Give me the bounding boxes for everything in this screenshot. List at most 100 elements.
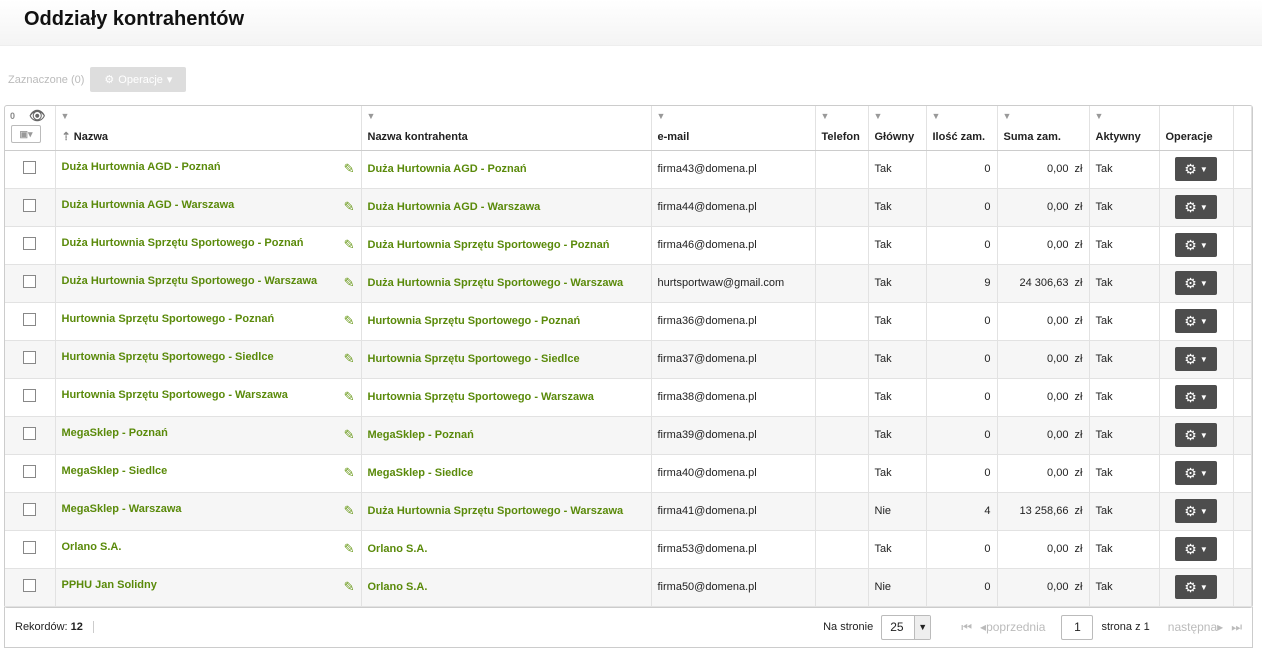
row-select-cell [5, 340, 56, 379]
edit-icon[interactable]: ✎ [343, 503, 355, 518]
row-operations-button[interactable]: ⚙ ▼ [1175, 271, 1217, 295]
row-checkbox[interactable] [23, 503, 37, 516]
column-header-contractor[interactable]: ▼ Nazwa kontrahenta [361, 106, 652, 151]
filter-icon[interactable]: ▼ [820, 111, 830, 121]
filter-icon[interactable]: ▼ [1094, 111, 1104, 121]
filter-icon[interactable]: ▼ [931, 111, 941, 121]
contractor-link[interactable]: Duża Hurtownia AGD - Poznań [367, 163, 527, 175]
edit-icon[interactable]: ✎ [343, 313, 355, 328]
branch-name-link[interactable]: Duża Hurtownia AGD - Poznań [61, 161, 221, 173]
row-checkbox[interactable] [23, 199, 37, 212]
row-checkbox[interactable] [23, 161, 37, 174]
last-page-button[interactable]: ⏭ [1231, 619, 1242, 634]
row-operations-button[interactable]: ⚙ ▼ [1175, 195, 1217, 219]
contractor-link[interactable]: Duża Hurtownia AGD - Warszawa [367, 201, 541, 213]
contractor-link[interactable]: Hurtownia Sprzętu Sportowego - Poznań [367, 315, 581, 327]
pagination: Na stronie 25 ▼ ⏮ ◂poprzednia 1 strona z … [823, 614, 1242, 640]
column-header-phone[interactable]: ▼ Telefon [815, 106, 869, 151]
contractor-link[interactable]: Hurtownia Sprzętu Sportowego - Siedlce [367, 353, 580, 365]
branch-name-link[interactable]: MegaSklep - Siedlce [61, 465, 168, 477]
bulk-operations-button[interactable]: ⚙ Operacje ▾ [90, 67, 187, 92]
row-checkbox[interactable] [23, 579, 37, 592]
row-operations-button[interactable]: ⚙ ▼ [1175, 499, 1217, 523]
branch-name-link[interactable]: Duża Hurtownia Sprzętu Sportowego - Wars… [61, 275, 318, 287]
row-operations-button[interactable]: ⚙ ▼ [1175, 157, 1217, 181]
row-checkbox[interactable] [23, 275, 37, 288]
first-page-button[interactable]: ⏮ [961, 619, 973, 634]
phone-cell [815, 530, 869, 569]
contractor-link[interactable]: MegaSklep - Poznań [367, 429, 474, 441]
filter-icon[interactable]: ▼ [873, 111, 883, 121]
branch-name-link[interactable]: PPHU Jan Solidny [61, 579, 157, 591]
branch-name-link[interactable]: Duża Hurtownia AGD - Warszawa [61, 199, 235, 211]
row-checkbox[interactable] [23, 427, 37, 440]
column-header-email[interactable]: ▼ e-mail [651, 106, 816, 151]
contractor-cell: Hurtownia Sprzętu Sportowego - Warszawa [361, 378, 652, 417]
edit-icon[interactable]: ✎ [343, 351, 355, 366]
column-header-orders[interactable]: ▼ Ilość zam. [926, 106, 998, 151]
row-operations-button[interactable]: ⚙ ▼ [1175, 575, 1217, 599]
filter-icon[interactable]: ▼ [656, 111, 666, 121]
main-cell: Tak [868, 226, 927, 265]
row-checkbox[interactable] [23, 351, 37, 364]
row-operations-button[interactable]: ⚙ ▼ [1175, 423, 1217, 447]
row-checkbox[interactable] [23, 313, 37, 326]
edit-icon[interactable]: ✎ [343, 579, 355, 594]
contractor-link[interactable]: Orlano S.A. [367, 581, 428, 593]
gear-icon: ⚙ [1184, 198, 1197, 215]
page-input[interactable]: 1 [1061, 614, 1094, 640]
row-checkbox[interactable] [23, 541, 37, 554]
branch-name-link[interactable]: MegaSklep - Warszawa [61, 503, 182, 515]
branch-name-link[interactable]: MegaSklep - Poznań [61, 427, 168, 439]
edit-icon[interactable]: ✎ [343, 541, 355, 556]
per-page-select[interactable]: 25 ▼ [881, 614, 932, 640]
contractor-link[interactable]: MegaSklep - Siedlce [367, 467, 474, 479]
row-select-cell [5, 302, 56, 341]
edit-icon[interactable]: ✎ [343, 161, 355, 176]
filter-icon[interactable]: ▼ [60, 111, 70, 121]
edit-icon[interactable]: ✎ [343, 389, 355, 404]
orders-cell: 4 [926, 492, 998, 531]
email-cell: firma36@domena.pl [651, 302, 816, 341]
grid-footer: Rekordów: 12 Na stronie 25 ▼ ⏮ ◂poprzedni… [4, 607, 1253, 648]
contractor-link[interactable]: Duża Hurtownia Sprzętu Sportowego - Pozn… [367, 239, 610, 251]
row-operations-button[interactable]: ⚙ ▼ [1175, 309, 1217, 333]
row-operations-button[interactable]: ⚙ ▼ [1175, 461, 1217, 485]
row-operations-button[interactable]: ⚙ ▼ [1175, 233, 1217, 257]
edit-icon[interactable]: ✎ [343, 237, 355, 252]
next-page-button[interactable]: następna▸ [1167, 620, 1224, 634]
row-operations-button[interactable]: ⚙ ▼ [1175, 385, 1217, 409]
contractor-link[interactable]: Hurtownia Sprzętu Sportowego - Warszawa [367, 391, 594, 403]
row-select-cell [5, 188, 56, 227]
eye-icon[interactable]: 👁 [29, 108, 46, 123]
email-cell: firma39@domena.pl [651, 416, 816, 455]
branch-name-link[interactable]: Duża Hurtownia Sprzętu Sportowego - Pozn… [61, 237, 304, 249]
edit-icon[interactable]: ✎ [343, 275, 355, 290]
filter-icon[interactable]: ▼ [1002, 111, 1012, 121]
column-header-main[interactable]: ▼ Główny [868, 106, 927, 151]
contractor-cell: Duża Hurtownia AGD - Poznań [361, 150, 652, 189]
email-cell: firma37@domena.pl [651, 340, 816, 379]
row-checkbox[interactable] [23, 465, 37, 478]
row-checkbox[interactable] [23, 237, 37, 250]
row-checkbox[interactable] [23, 389, 37, 402]
prev-page-button[interactable]: ◂poprzednia [980, 620, 1046, 634]
filter-icon[interactable]: ▼ [366, 111, 376, 121]
contractor-link[interactable]: Orlano S.A. [367, 543, 428, 555]
branch-name-link[interactable]: Hurtownia Sprzętu Sportowego - Warszawa [61, 389, 288, 401]
contractor-link[interactable]: Duża Hurtownia Sprzętu Sportowego - Wars… [367, 505, 624, 517]
column-header-sum[interactable]: ▼ Suma zam. [997, 106, 1090, 151]
column-header-active[interactable]: ▼ Aktywny [1089, 106, 1160, 151]
bulk-operations-label: Operacje [118, 73, 163, 86]
row-operations-button[interactable]: ⚙ ▼ [1175, 347, 1217, 371]
row-operations-button[interactable]: ⚙ ▼ [1175, 537, 1217, 561]
branch-name-link[interactable]: Orlano S.A. [61, 541, 122, 553]
edit-icon[interactable]: ✎ [343, 465, 355, 480]
contractor-link[interactable]: Duża Hurtownia Sprzętu Sportowego - Wars… [367, 277, 624, 289]
column-header-name[interactable]: ▼ ⇡ Nazwa [55, 106, 362, 151]
branch-name-link[interactable]: Hurtownia Sprzętu Sportowego - Poznań [61, 313, 275, 325]
select-all-dropdown[interactable]: ▣▾ [11, 124, 41, 143]
edit-icon[interactable]: ✎ [343, 199, 355, 214]
branch-name-link[interactable]: Hurtownia Sprzętu Sportowego - Siedlce [61, 351, 274, 363]
edit-icon[interactable]: ✎ [343, 427, 355, 442]
